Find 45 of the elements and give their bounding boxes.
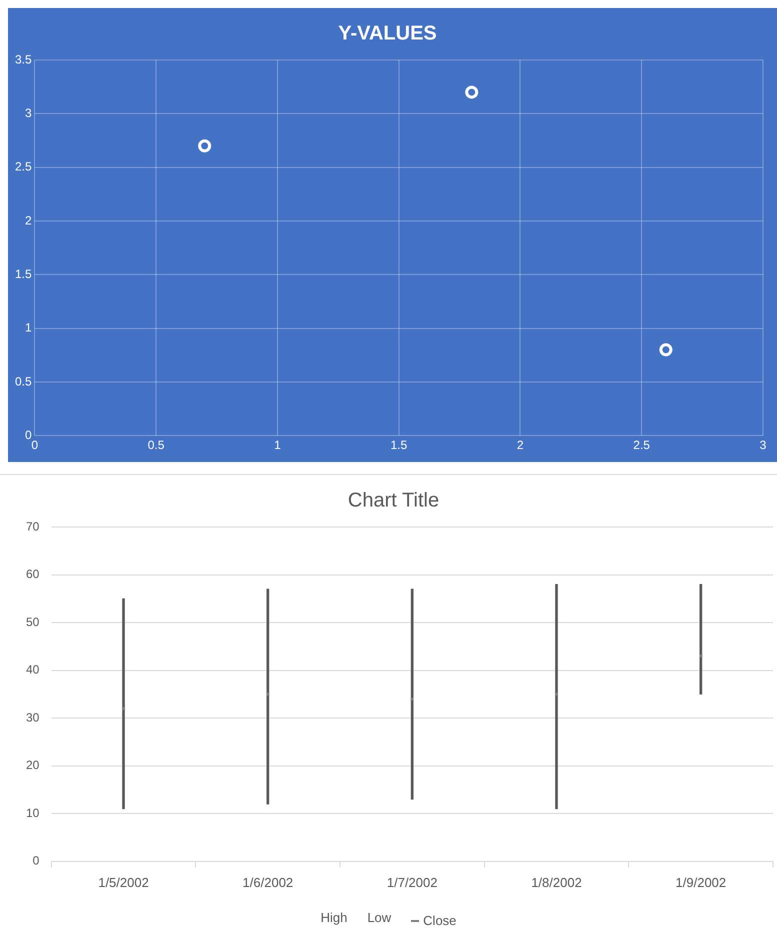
bar	[555, 584, 558, 810]
legend-label: Close	[422, 913, 456, 928]
y-tick-label: 40	[26, 662, 40, 677]
point	[198, 139, 212, 152]
y-tick-label: 50	[26, 614, 40, 629]
x-tick-label: 2.5	[633, 438, 650, 452]
y-tick-label: 60	[26, 567, 40, 582]
x-tick-label: 1/9/2002	[676, 874, 726, 890]
point	[122, 707, 125, 710]
bar	[266, 588, 270, 804]
point	[699, 654, 702, 658]
y-tick-label: 30	[26, 710, 40, 724]
chart-title: Chart Title	[348, 490, 440, 512]
bar	[700, 584, 702, 695]
x-tick-label: 2	[516, 438, 524, 452]
point	[465, 86, 478, 99]
y-tick-label: 3	[24, 106, 32, 120]
y-tick-label: 0.5	[14, 374, 32, 388]
y-tick-label: 70	[26, 519, 40, 534]
y-tick-label: 3.5	[14, 52, 32, 66]
text: High	[320, 910, 348, 924]
y-tick-label: 0	[32, 854, 40, 868]
point	[659, 343, 672, 356]
y-tick-label: 2	[24, 213, 32, 228]
text: Low	[367, 910, 392, 924]
y-tick-label: 2.5	[14, 160, 32, 174]
bar	[122, 598, 125, 810]
y-tick-label: 20	[26, 758, 40, 772]
y-tick-label: 1	[24, 320, 32, 335]
point	[410, 698, 414, 700]
x-tick-label: 1.5	[390, 438, 408, 452]
y-tick-label: 1.5	[14, 266, 32, 281]
x-tick-label: 1/6/2002	[242, 874, 294, 890]
x-tick-label: 1/5/2002	[98, 874, 149, 890]
point	[555, 692, 558, 696]
chart-title: Y-VALUES	[338, 22, 437, 45]
y-tick-label: 0	[24, 428, 32, 442]
x-tick-label: 0.5	[148, 438, 165, 452]
x-tick-label: 3	[760, 438, 767, 452]
x-tick-label: 1	[274, 438, 282, 452]
x-tick-label: 1/8/2002	[531, 874, 582, 890]
x-tick-label: 1/7/2002	[386, 874, 438, 890]
point	[266, 692, 270, 696]
y-tick-label: 10	[26, 806, 40, 820]
bar	[410, 588, 414, 800]
